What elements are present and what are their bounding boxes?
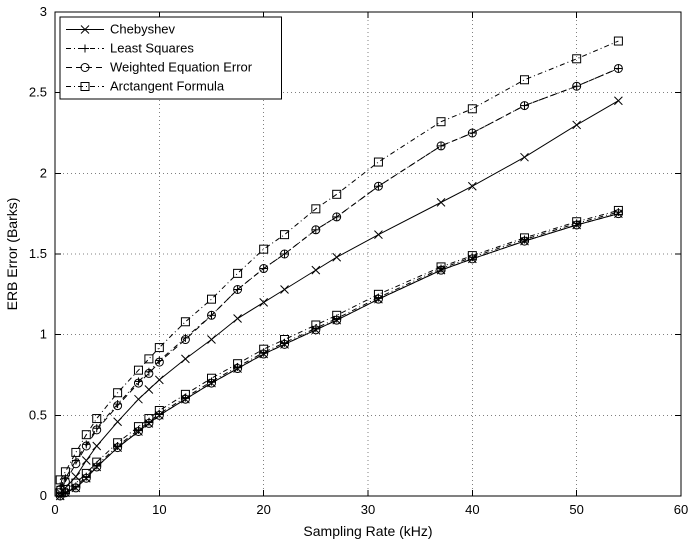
x-tick-label: 40 — [465, 502, 479, 517]
chart-container: 0 10 20 30 40 50 60 0 0.5 1 1.5 2 2.5 3 Sampling Rate … — [0, 0, 695, 552]
x-tick-label: 0 — [51, 502, 58, 517]
y-tick-label: 0 — [40, 488, 47, 503]
y-axis-label: ERB Error (Barks) — [4, 198, 20, 311]
series-Arctangent Formula — [60, 210, 618, 492]
erb-error-chart: 0 10 20 30 40 50 60 0 0.5 1 1.5 2 2.5 3 Sampling Rate … — [0, 0, 695, 552]
series-Weighted Equation Error — [60, 68, 618, 489]
y-tick-label: 2 — [40, 165, 47, 180]
y-tick-label: 2.5 — [29, 85, 47, 100]
legend-label: Least Squares — [110, 41, 194, 56]
x-tick-label: 60 — [674, 502, 688, 517]
x-tick-label: 10 — [152, 502, 166, 517]
legend-label: Arctangent Formula — [110, 79, 225, 94]
y-tick-label: 0.5 — [29, 407, 47, 422]
x-tick-label: 50 — [569, 502, 583, 517]
y-tick-label: 3 — [40, 4, 47, 19]
x-tick-label: 30 — [361, 502, 375, 517]
x-axis-label: Sampling Rate (kHz) — [303, 523, 432, 539]
y-tick-label: 1 — [40, 327, 47, 342]
series-Least Squares — [60, 68, 618, 486]
y-tick-label: 1.5 — [29, 246, 47, 261]
series-Chebyshev — [60, 101, 618, 493]
x-tick-label: 20 — [256, 502, 270, 517]
legend-label: Weighted Equation Error — [110, 60, 253, 75]
legend-label: Chebyshev — [110, 22, 176, 37]
